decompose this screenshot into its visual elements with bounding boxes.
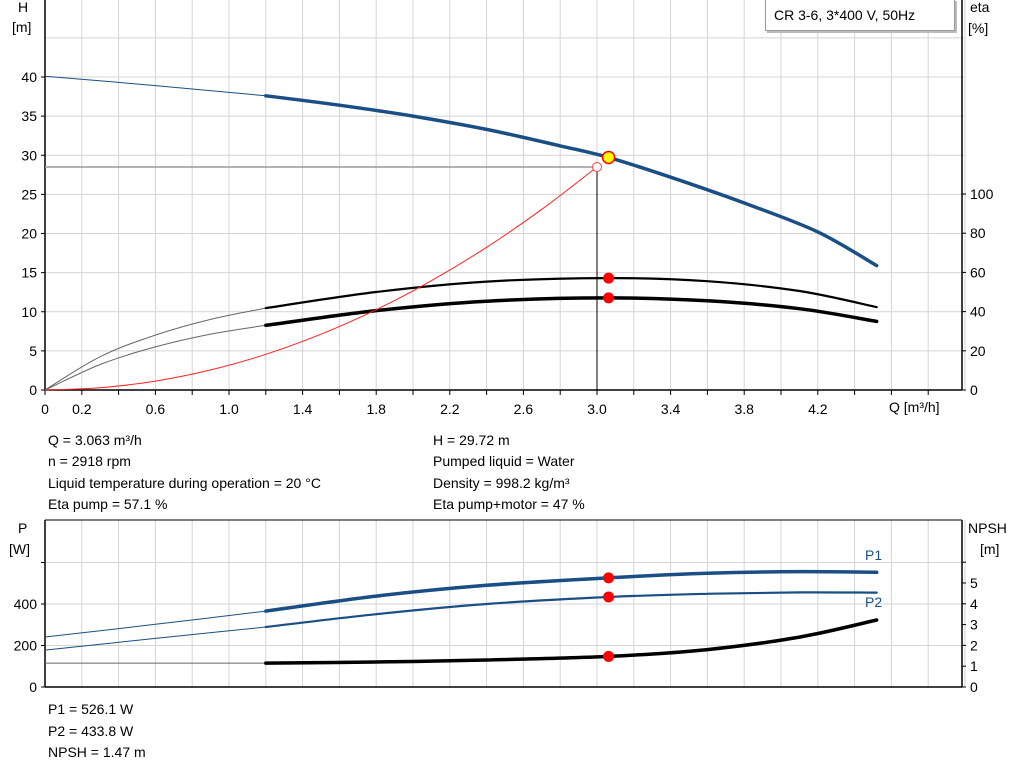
p2-series-label: P2 bbox=[865, 594, 883, 610]
x-tick-label: 0.2 bbox=[72, 401, 92, 417]
y-right-tick-label: 5 bbox=[970, 575, 978, 591]
eta-pump-marker bbox=[603, 272, 615, 284]
x-tick-label: 2.6 bbox=[514, 401, 534, 417]
y-right-tick-label: 80 bbox=[970, 225, 986, 241]
p2-marker bbox=[603, 591, 615, 603]
y-tick-label: 30 bbox=[21, 147, 37, 163]
y-right-tick-label: 40 bbox=[970, 304, 986, 320]
system-curve bbox=[44, 166, 598, 391]
duty-point-marker bbox=[601, 150, 616, 165]
eta-axis-unit: [%] bbox=[968, 20, 989, 36]
y-tick-label: 25 bbox=[21, 186, 37, 202]
y-right-tick-label: 0 bbox=[970, 679, 978, 695]
readout-npsh: NPSH = 1.47 m bbox=[48, 744, 146, 760]
y-right-tick-label: 2 bbox=[970, 637, 978, 653]
x-tick-label: 4.2 bbox=[808, 401, 828, 417]
readout-liquid: Pumped liquid = Water bbox=[433, 453, 575, 469]
y-right-tick-label: 60 bbox=[970, 264, 986, 280]
y-tick-label: 0 bbox=[29, 382, 37, 398]
x-tick-label: 1.4 bbox=[293, 401, 313, 417]
p-axis-unit: [W] bbox=[9, 541, 30, 557]
h-axis-unit: [m] bbox=[12, 19, 32, 35]
requested-point-marker bbox=[592, 161, 602, 172]
x-tick-label: 3.4 bbox=[661, 401, 681, 417]
P1-curve-extrapolated bbox=[44, 610, 266, 638]
y-tick-label: 10 bbox=[21, 304, 37, 320]
H-curve bbox=[264, 94, 879, 268]
readout-density: Density = 998.2 kg/m³ bbox=[433, 475, 570, 491]
readout-temp: Liquid temperature during operation = 20… bbox=[48, 475, 321, 491]
npsh-axis-label: NPSH bbox=[968, 520, 1007, 536]
h-axis-label: H bbox=[18, 0, 29, 15]
readout-eta-pump: Eta pump = 57.1 % bbox=[48, 496, 168, 512]
p-axis-label: P bbox=[18, 520, 28, 536]
readout-p2: P2 = 433.8 W bbox=[48, 723, 134, 739]
x-tick-label: 3.0 bbox=[587, 401, 607, 417]
NPSH-curve bbox=[264, 618, 879, 665]
P2-curve bbox=[264, 591, 878, 629]
readout-eta-total: Eta pump+motor = 47 % bbox=[433, 496, 585, 512]
x-tick-label: 1.0 bbox=[219, 401, 239, 417]
y-tick-label: 5 bbox=[29, 343, 37, 359]
eta-total-marker bbox=[603, 292, 615, 304]
p1-marker bbox=[603, 572, 615, 584]
H-curve-extrapolated bbox=[44, 75, 266, 97]
readout-q: Q = 3.063 m³/h bbox=[48, 432, 142, 448]
npsh-axis-unit: [m] bbox=[980, 541, 1000, 557]
q-axis-label: Q [m³/h] bbox=[889, 399, 940, 415]
y-right-tick-label: 1 bbox=[970, 658, 978, 674]
x-tick-label: 2.2 bbox=[440, 401, 460, 417]
y-right-tick-label: 4 bbox=[970, 596, 978, 612]
y-tick-label: 200 bbox=[14, 638, 38, 654]
y-tick-label: 0 bbox=[29, 679, 37, 695]
y-tick-label: 35 bbox=[21, 108, 37, 124]
eta-pump-motor-curve bbox=[264, 296, 879, 328]
p1-series-label: P1 bbox=[865, 547, 883, 563]
pump-title-box: CR 3-6, 3*400 V, 50Hz bbox=[765, 0, 955, 31]
eta-axis-label: eta bbox=[970, 0, 990, 15]
y-right-tick-label: 3 bbox=[970, 617, 978, 633]
y-tick-label: 40 bbox=[21, 69, 37, 85]
readout-p1: P1 = 526.1 W bbox=[48, 701, 134, 717]
x-tick-label: 3.8 bbox=[734, 401, 754, 417]
y-tick-label: 15 bbox=[21, 265, 37, 281]
x-tick-label: 1.8 bbox=[366, 401, 386, 417]
P1-curve bbox=[264, 569, 879, 613]
x-tick-label: 0 bbox=[41, 401, 49, 417]
readout-n: n = 2918 rpm bbox=[48, 453, 131, 469]
readout-h: H = 29.72 m bbox=[433, 432, 510, 448]
y-right-tick-label: 0 bbox=[970, 382, 978, 398]
y-right-tick-label: 100 bbox=[970, 186, 994, 202]
x-tick-label: 0.6 bbox=[146, 401, 166, 417]
npsh-marker bbox=[603, 650, 615, 662]
y-tick-label: 400 bbox=[14, 596, 38, 612]
y-right-tick-label: 20 bbox=[970, 343, 986, 359]
y-tick-label: 20 bbox=[21, 226, 37, 242]
eta-pump-curve-extrapolated bbox=[44, 307, 266, 391]
eta-pump-motor-curve-extrapolated bbox=[44, 324, 266, 391]
P2-curve-extrapolated bbox=[44, 626, 266, 651]
eta-pump-curve bbox=[264, 276, 878, 310]
